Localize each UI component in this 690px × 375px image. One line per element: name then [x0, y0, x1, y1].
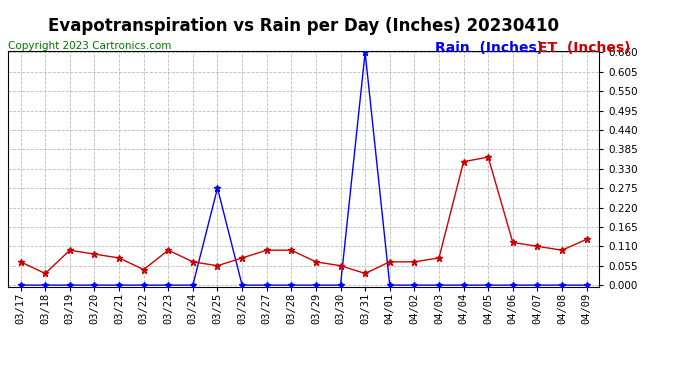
- Text: Evapotranspiration vs Rain per Day (Inches) 20230410: Evapotranspiration vs Rain per Day (Inch…: [48, 17, 559, 35]
- Text: ET  (Inches): ET (Inches): [538, 41, 631, 55]
- Text: Rain  (Inches): Rain (Inches): [435, 41, 543, 55]
- Text: Copyright 2023 Cartronics.com: Copyright 2023 Cartronics.com: [8, 41, 172, 51]
